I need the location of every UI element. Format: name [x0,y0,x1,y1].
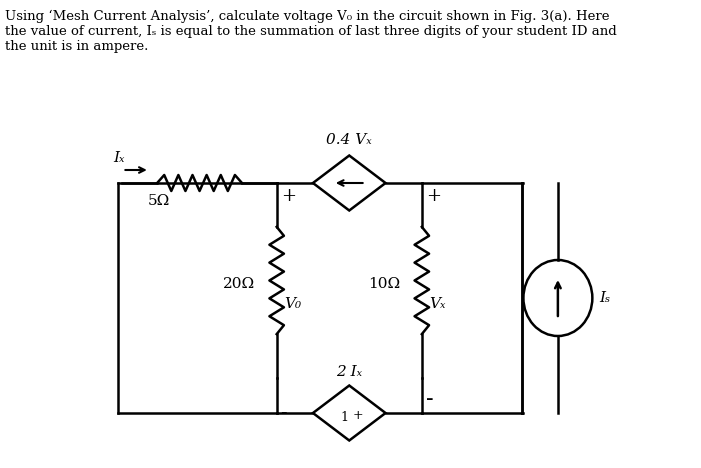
Text: 2 Iₓ: 2 Iₓ [336,366,362,380]
Text: Iₓ: Iₓ [114,151,125,165]
Text: +: + [426,187,442,205]
Text: V₀: V₀ [284,297,301,311]
Text: +: + [281,187,297,205]
Text: Iₛ: Iₛ [599,291,611,305]
Text: 10Ω: 10Ω [367,277,400,291]
Text: +: + [353,409,364,422]
Text: 5Ω: 5Ω [148,194,170,208]
Text: -: - [280,404,286,422]
Text: 1: 1 [341,411,348,424]
Text: -: - [426,388,434,410]
Text: Vₓ: Vₓ [429,297,445,311]
Text: 20Ω: 20Ω [222,277,254,291]
Text: Using ‘Mesh Current Analysis’, calculate voltage V₀ in the circuit shown in Fig.: Using ‘Mesh Current Analysis’, calculate… [4,10,616,53]
Text: 0.4 Vₓ: 0.4 Vₓ [327,133,372,147]
